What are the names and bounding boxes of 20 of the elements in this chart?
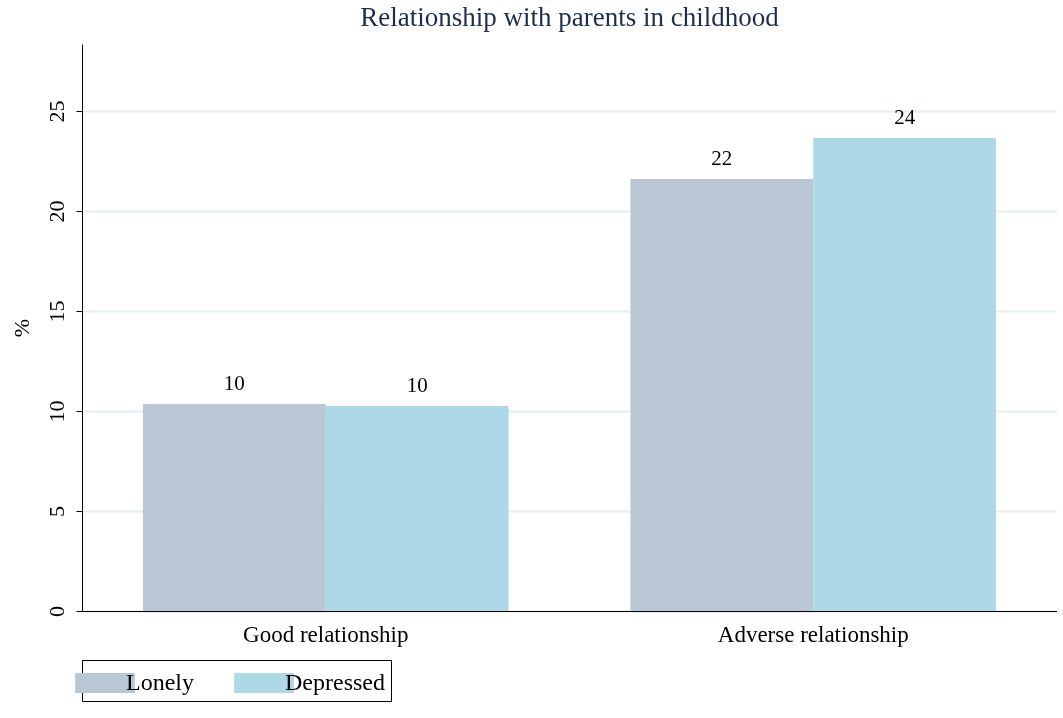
data-label: 10 [406,373,428,397]
data-label: 24 [894,105,916,129]
bar [325,406,509,611]
data-label: 10 [223,371,245,395]
y-tick-label: 25 [43,100,69,123]
x-tick-label: Adverse relationship [717,621,909,647]
y-tick-label: 5 [43,506,69,517]
data-label: 22 [711,146,733,170]
legend-label: Depressed [285,669,385,695]
x-tick-label: Good relationship [243,621,409,647]
bar [813,138,997,611]
y-tick-label: 20 [43,200,69,223]
y-axis-title: % [8,318,34,338]
bar [142,404,326,611]
y-tick-label: 15 [43,300,69,323]
legend-label: Lonely [126,669,194,695]
chart-title: Relationship with parents in childhood [360,2,780,32]
y-tick-label: 0 [43,606,69,617]
y-tick-label: 10 [43,400,69,423]
bar [630,179,814,611]
